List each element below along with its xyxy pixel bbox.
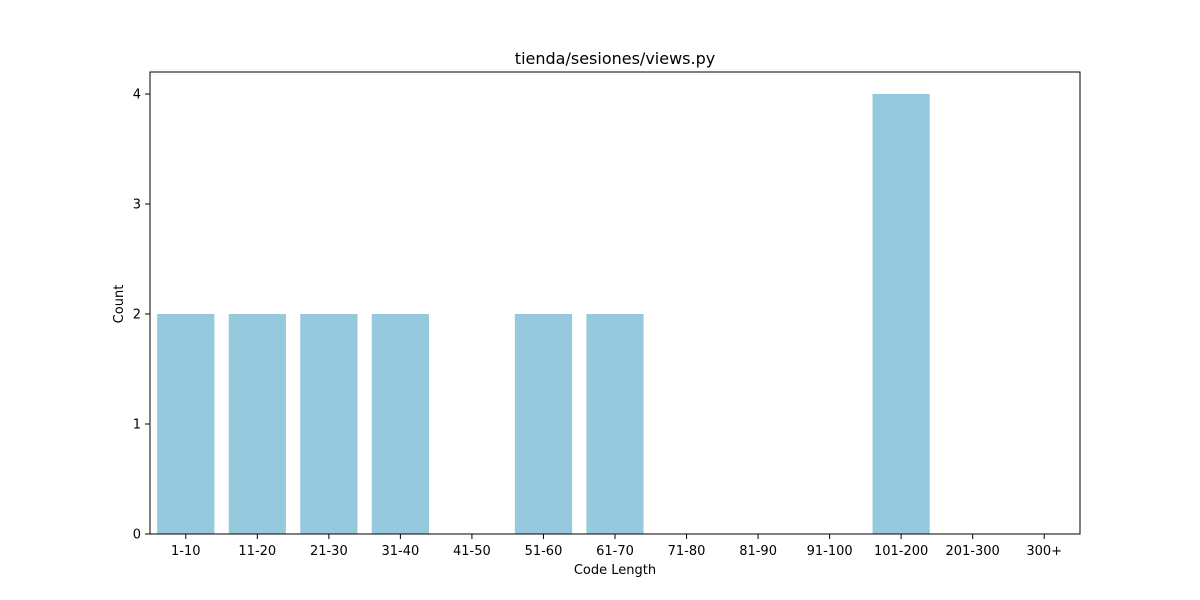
x-axis-label: Code Length xyxy=(574,563,656,578)
x-tick-label: 61-70 xyxy=(596,544,634,559)
x-tick-label: 101-200 xyxy=(874,544,928,559)
bar-21-30 xyxy=(300,314,358,534)
y-tick-label: 1 xyxy=(133,418,141,433)
x-tick-label: 11-20 xyxy=(238,544,276,559)
x-tick-label: 71-80 xyxy=(668,544,706,559)
x-tick-label: 31-40 xyxy=(381,544,419,559)
bars-group xyxy=(157,94,930,534)
y-axis-label: Count xyxy=(112,285,127,324)
bar-1-10 xyxy=(157,314,215,534)
x-tick-label: 1-10 xyxy=(171,544,201,559)
x-tick-label: 300+ xyxy=(1026,544,1062,559)
chart-title: tienda/sesiones/views.py xyxy=(515,49,715,68)
y-tick-label: 4 xyxy=(133,88,141,103)
bar-61-70 xyxy=(586,314,644,534)
x-tick-label: 21-30 xyxy=(310,544,348,559)
y-tick-label: 3 xyxy=(133,198,141,213)
bar-51-60 xyxy=(514,314,573,534)
x-tick-label: 41-50 xyxy=(453,544,491,559)
x-tick-label: 91-100 xyxy=(807,544,853,559)
y-tick-label: 2 xyxy=(133,308,141,323)
y-axis: 0 1 2 3 4 xyxy=(133,88,150,543)
x-axis: 1-10 11-20 21-30 31-40 41-50 51-60 61-70 71-80 8… xyxy=(171,534,1062,559)
y-tick-label: 0 xyxy=(133,528,141,543)
x-tick-label: 51-60 xyxy=(525,544,563,559)
x-tick-label: 81-90 xyxy=(739,544,777,559)
bar-31-40 xyxy=(371,314,429,534)
bar-11-20 xyxy=(228,314,286,534)
bar-101-200 xyxy=(872,94,930,534)
x-tick-label: 201-300 xyxy=(946,544,1000,559)
